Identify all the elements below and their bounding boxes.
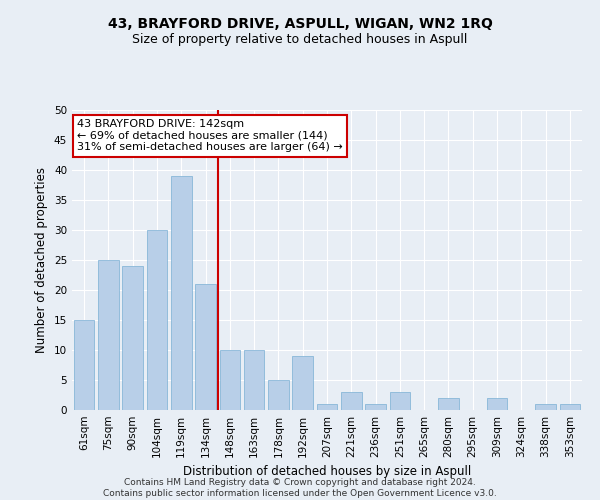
- Bar: [389, 392, 410, 410]
- Bar: [560, 404, 580, 410]
- Text: Size of property relative to detached houses in Aspull: Size of property relative to detached ho…: [133, 32, 467, 46]
- Bar: [146, 230, 167, 410]
- Bar: [365, 404, 386, 410]
- Text: 43, BRAYFORD DRIVE, ASPULL, WIGAN, WN2 1RQ: 43, BRAYFORD DRIVE, ASPULL, WIGAN, WN2 1…: [107, 18, 493, 32]
- Bar: [195, 284, 216, 410]
- Bar: [438, 398, 459, 410]
- Bar: [122, 266, 143, 410]
- Bar: [292, 356, 313, 410]
- Bar: [317, 404, 337, 410]
- Text: Contains HM Land Registry data © Crown copyright and database right 2024.
Contai: Contains HM Land Registry data © Crown c…: [103, 478, 497, 498]
- Bar: [535, 404, 556, 410]
- Bar: [487, 398, 508, 410]
- Bar: [220, 350, 240, 410]
- Bar: [341, 392, 362, 410]
- Bar: [171, 176, 191, 410]
- Y-axis label: Number of detached properties: Number of detached properties: [35, 167, 49, 353]
- Bar: [244, 350, 265, 410]
- Bar: [74, 320, 94, 410]
- Text: 43 BRAYFORD DRIVE: 142sqm
← 69% of detached houses are smaller (144)
31% of semi: 43 BRAYFORD DRIVE: 142sqm ← 69% of detac…: [77, 119, 343, 152]
- X-axis label: Distribution of detached houses by size in Aspull: Distribution of detached houses by size …: [183, 466, 471, 478]
- Bar: [98, 260, 119, 410]
- Bar: [268, 380, 289, 410]
